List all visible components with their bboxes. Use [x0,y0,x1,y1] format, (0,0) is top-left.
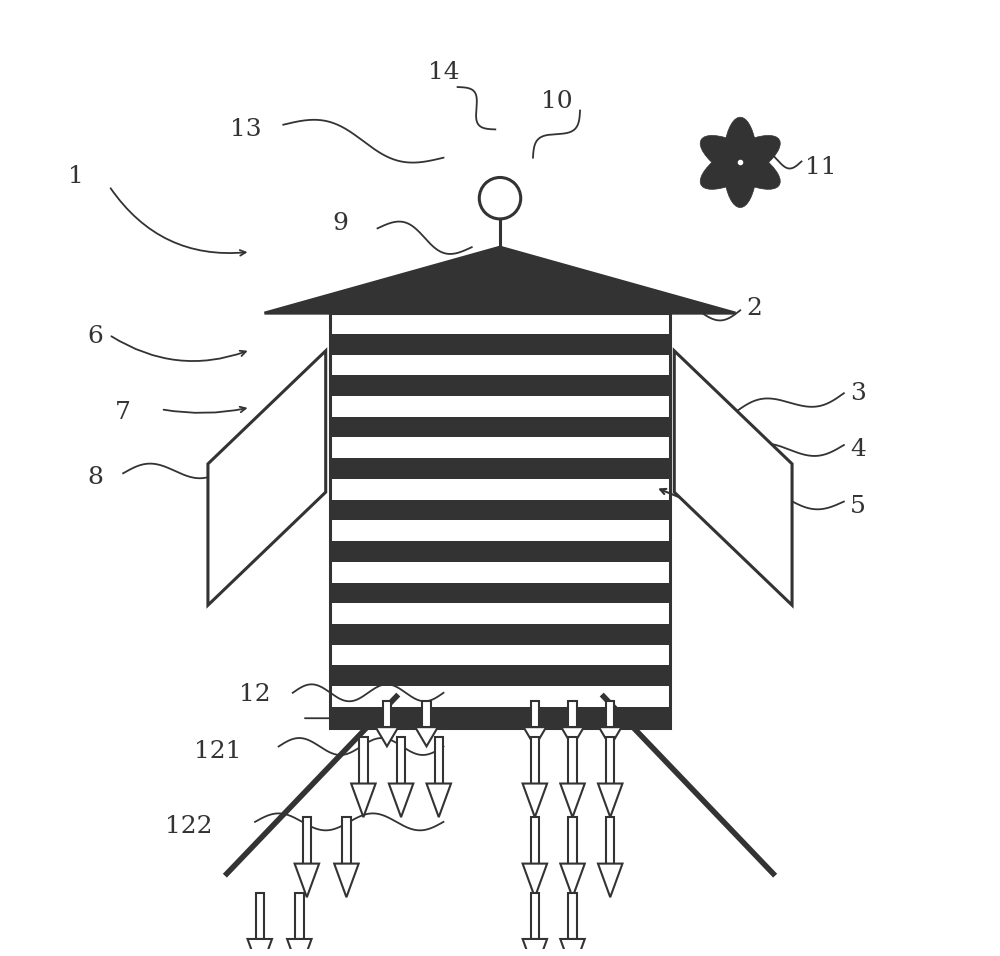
Text: 9: 9 [332,212,348,235]
Bar [330,500,670,520]
Polygon shape [287,939,312,956]
Text: 13: 13 [230,118,261,141]
Polygon shape [560,863,585,898]
Bar [568,893,577,939]
Bar [330,706,670,728]
Bar [330,562,670,582]
Bar [330,479,670,500]
Text: 7: 7 [115,401,131,424]
Polygon shape [334,863,359,898]
Text: 2: 2 [746,297,762,320]
Bar [383,701,391,728]
Text: 11: 11 [805,156,836,179]
Polygon shape [523,939,547,956]
Polygon shape [523,784,547,817]
Bar [568,737,577,784]
Bar [397,737,405,784]
Polygon shape [598,784,622,817]
Bar [359,737,368,784]
Text: 122: 122 [165,815,213,838]
Polygon shape [524,728,546,747]
Text: 3: 3 [850,381,866,404]
Polygon shape [523,863,547,898]
Bar [330,686,670,706]
Text: 8: 8 [87,467,103,489]
Bar [531,817,539,863]
Bar [256,893,264,939]
Bar [330,582,670,603]
Bar [330,603,670,624]
Text: 1: 1 [68,165,84,188]
Bar [531,737,539,784]
Polygon shape [598,863,622,898]
Bar [330,624,670,644]
Bar [330,417,670,438]
Bar [303,817,311,863]
Text: 6: 6 [87,325,103,348]
Text: 121: 121 [194,740,241,763]
Bar [330,314,670,728]
Bar [342,817,351,863]
Bar [606,817,614,863]
Bar [568,701,577,728]
Polygon shape [415,728,438,747]
Polygon shape [264,248,736,314]
Polygon shape [389,784,413,817]
Bar [330,376,670,396]
Text: 12: 12 [239,684,271,706]
Text: 5: 5 [850,495,866,518]
Polygon shape [376,728,398,747]
Polygon shape [700,136,780,189]
Bar [330,665,670,686]
Bar [330,334,670,355]
Bar [422,701,431,728]
Bar [330,355,670,376]
Bar [330,438,670,458]
Bar [330,644,670,665]
Bar [330,396,670,417]
Bar [531,701,539,728]
Bar [606,737,614,784]
Polygon shape [723,118,757,207]
Polygon shape [674,351,792,605]
Bar [330,520,670,541]
Bar [606,701,614,728]
Bar [330,458,670,479]
Bar [568,817,577,863]
Polygon shape [208,351,326,605]
Polygon shape [560,784,585,817]
Text: 14: 14 [428,61,459,84]
Polygon shape [700,136,780,189]
Text: 10: 10 [541,90,572,113]
Polygon shape [599,728,622,747]
Polygon shape [248,939,272,956]
Bar [435,737,443,784]
Bar [330,541,670,562]
Polygon shape [560,939,585,956]
Polygon shape [295,863,319,898]
Bar [330,314,670,334]
Polygon shape [351,784,376,817]
Text: 4: 4 [850,438,866,461]
Polygon shape [427,784,451,817]
Bar [295,893,304,939]
Polygon shape [561,728,584,747]
Bar [531,893,539,939]
